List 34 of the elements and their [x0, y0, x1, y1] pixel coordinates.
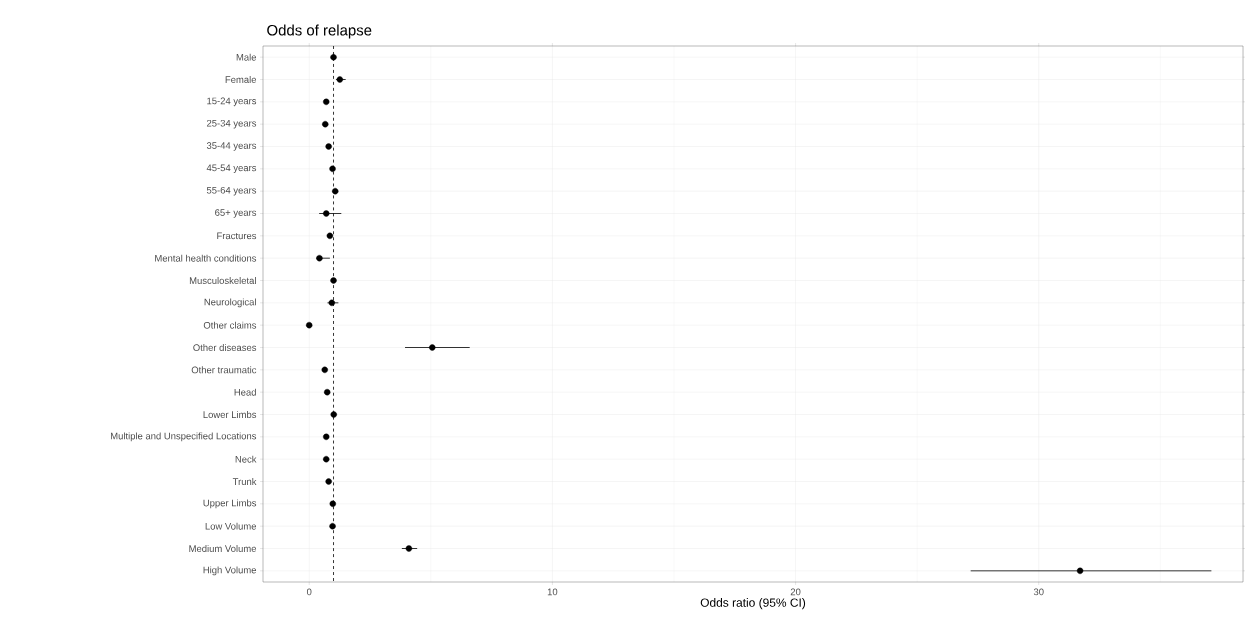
y-tick-label: High Volume — [203, 566, 257, 576]
y-tick-label: 15-24 years — [207, 97, 257, 107]
x-tick-label: 20 — [790, 588, 801, 596]
point — [1076, 567, 1084, 575]
y-tick-label: Neurological — [204, 298, 256, 308]
y-tick-label: Mental health conditions — [155, 254, 257, 262]
y-tick-label: Lower Limbs — [203, 411, 257, 418]
y-tick-label: Other claims — [203, 321, 257, 329]
point — [429, 344, 436, 351]
y-tick-label: Neck — [235, 455, 257, 463]
y-tick-label: Male — [236, 53, 257, 61]
y-tick-label: 65+ years — [215, 209, 257, 218]
y-tick-label: Musculoskeletal — [189, 277, 256, 284]
x-tick-label: 0 — [306, 588, 312, 596]
y-tick-label: Female — [225, 76, 257, 83]
y-tick-label: Trunk — [232, 478, 257, 485]
point — [405, 545, 413, 552]
y-tick-label: 35-44 years — [206, 142, 257, 151]
y-tick-label: Other traumatic — [191, 366, 257, 374]
y-tick-label: Multiple and Unspecified Locations — [111, 432, 257, 442]
x-axis-title: Odds ratio (95% CI) — [700, 598, 806, 610]
y-tick-label: Low Volume — [205, 522, 257, 530]
y-tick-label: 45-54 years — [206, 164, 257, 174]
y-tick-label: Fractures — [217, 232, 257, 240]
y-tick-label: Other diseases — [193, 344, 257, 351]
y-tick-label: Medium Volume — [189, 545, 257, 552]
y-tick-label: 55-64 years — [206, 186, 257, 196]
x-tick-label: 10 — [547, 588, 558, 596]
chart-title: Odds of relapse — [267, 24, 372, 39]
y-tick-label: Head — [234, 388, 256, 396]
x-tick-label: 30 — [1033, 588, 1044, 596]
point — [323, 210, 330, 217]
y-tick-label: Upper Limbs — [203, 499, 257, 509]
y-tick-label: 25-34 years — [206, 119, 257, 129]
